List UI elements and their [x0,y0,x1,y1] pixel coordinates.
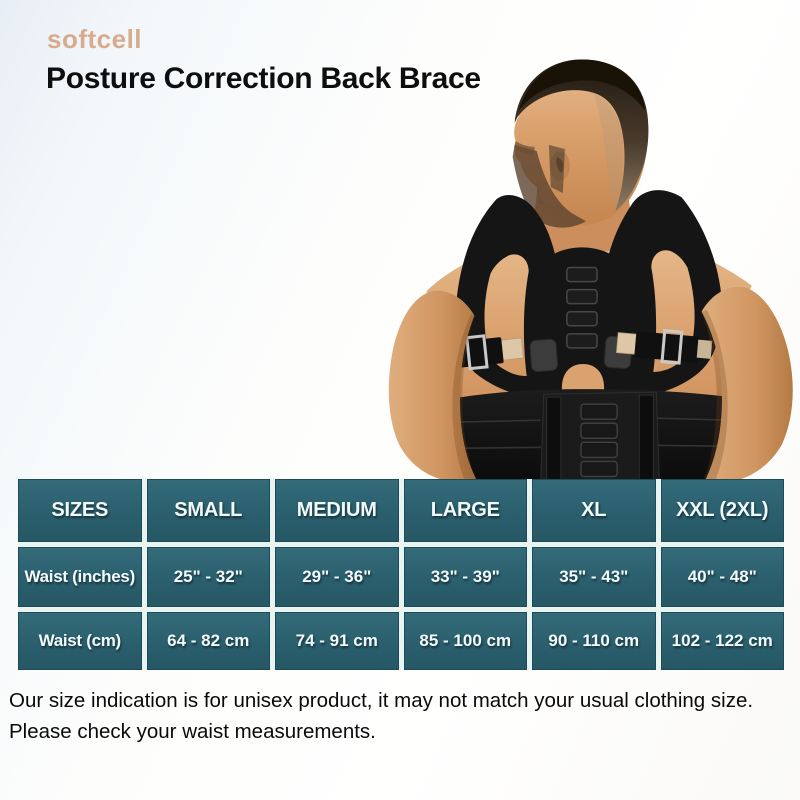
size-note: Our size indication is for unisex produc… [9,685,797,747]
size-chart-header-xxl: XXL (2XL) [660,479,784,542]
right-buckle [660,328,684,365]
right-arm [701,286,793,480]
size-chart-header-medium: MEDIUM [275,479,399,542]
hair [514,59,649,212]
product-title: Posture Correction Back Brace [46,62,481,95]
size-chart-header-sizes: SIZES [18,479,142,542]
waist-cm-xl: 90 - 110 cm [532,612,656,670]
row-label-waist-inches: Waist (inches) [18,547,142,607]
waist-cm-medium: 74 - 91 cm [275,612,399,670]
waist-inches-large: 33" - 39" [403,547,527,607]
waist-inches-small: 25" - 32" [146,547,270,607]
left-arm [388,290,477,480]
size-chart-table: SIZES SMALL MEDIUM LARGE XL XXL (2XL) Wa… [18,479,784,670]
waist-inches-xl: 35" - 43" [532,547,656,607]
model-arms [388,286,793,480]
row-label-waist-cm: Waist (cm) [18,612,142,670]
back-brace [445,190,732,480]
size-chart-header-large: LARGE [403,479,527,542]
size-chart-header-small: SMALL [146,479,270,542]
product-photo [378,52,800,480]
sideburn [548,144,565,194]
size-chart-header-xl: XL [532,479,656,542]
waist-cm-xxl: 102 - 122 cm [660,612,784,670]
right-side-strap [616,328,713,365]
waist-inches-medium: 29" - 36" [275,547,399,607]
waist-cm-large: 85 - 100 cm [403,612,527,670]
waist-cm-small: 64 - 82 cm [146,612,270,670]
back-brace-model-illustration [388,59,793,480]
waist-inches-xxl: 40" - 48" [660,547,784,607]
brand-logo: softcell [47,24,143,54]
spine-stitch-squares [566,266,598,349]
band-stitch-lines [452,417,730,450]
lumbar-panel [540,391,660,480]
size-note-line1: Our size indication is for unisex produc… [9,689,754,712]
size-note-line2: Please check your waist measurements. [9,720,376,744]
left-buckle [465,334,489,371]
left-pad [529,338,559,372]
